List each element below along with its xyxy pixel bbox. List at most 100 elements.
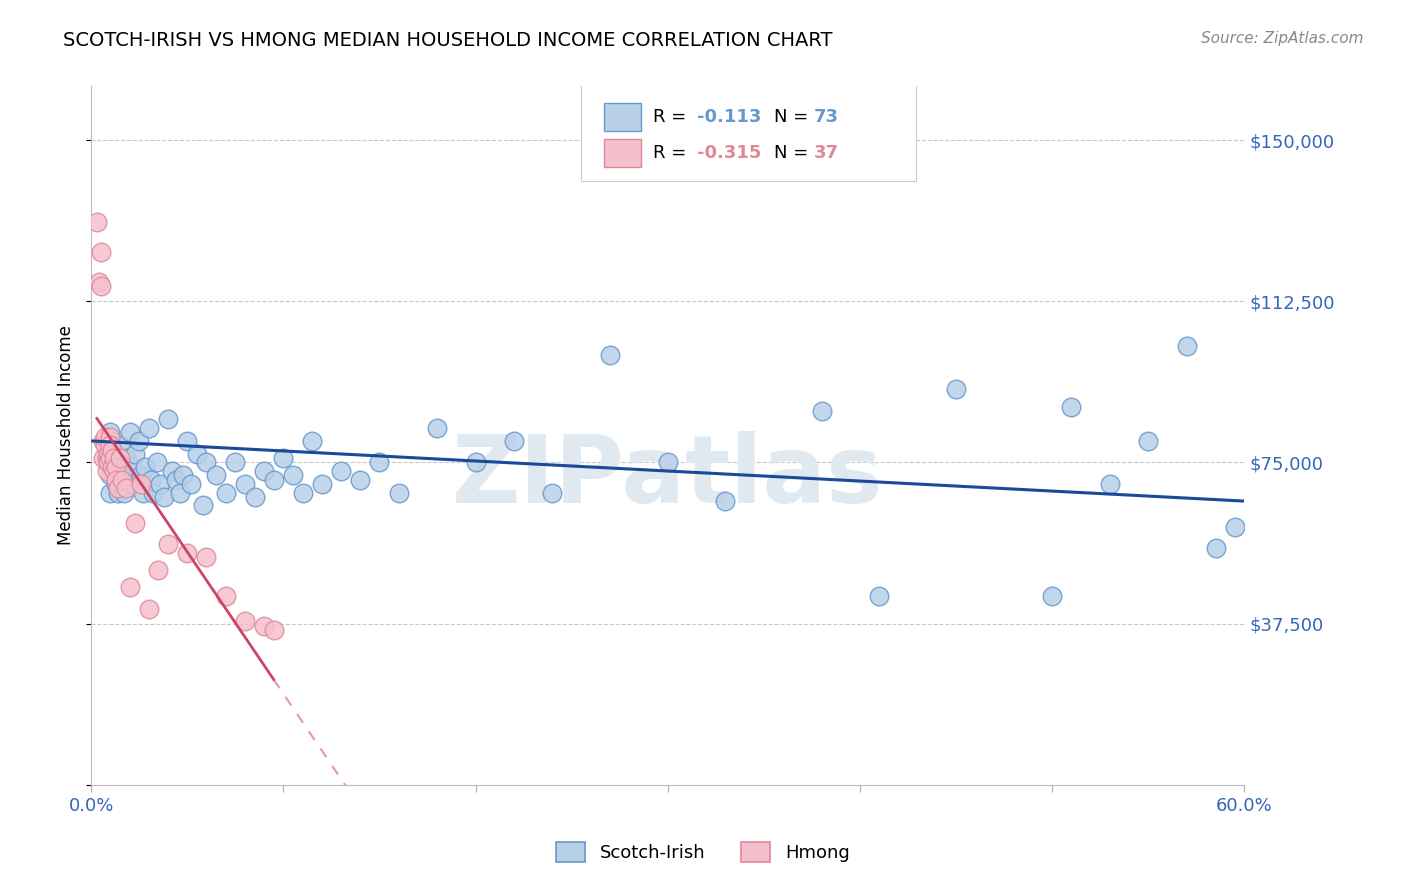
Text: R =: R = (652, 144, 692, 161)
Point (945, 382, 967, 396)
Point (90, 244, 112, 259)
Point (243, 490, 266, 504)
Point (96, 442, 118, 457)
Point (100, 451, 122, 466)
Point (129, 476, 152, 491)
Point (1060, 400, 1083, 414)
Point (368, 455, 391, 469)
Point (112, 485, 135, 500)
Point (107, 481, 129, 495)
Text: SCOTCH-IRISH VS HMONG MEDIAN HOUSEHOLD INCOME CORRELATION CHART: SCOTCH-IRISH VS HMONG MEDIAN HOUSEHOLD I… (63, 31, 832, 50)
Point (291, 485, 314, 500)
Point (1137, 434, 1160, 448)
Point (132, 485, 155, 500)
Point (91, 434, 114, 448)
Point (90, 279, 112, 293)
Point (128, 434, 150, 448)
Point (118, 425, 141, 440)
Point (503, 434, 526, 448)
Point (311, 476, 333, 491)
FancyBboxPatch shape (605, 103, 641, 130)
Text: 37: 37 (814, 144, 839, 161)
Point (169, 485, 191, 500)
Point (100, 485, 122, 500)
Y-axis label: Median Household Income: Median Household Income (58, 326, 75, 546)
Point (105, 476, 128, 491)
Text: -0.113: -0.113 (696, 108, 761, 126)
Point (868, 589, 890, 603)
Point (108, 459, 131, 474)
Point (165, 473, 187, 487)
Point (124, 447, 146, 461)
Point (426, 421, 449, 435)
Point (1040, 589, 1063, 603)
Point (191, 499, 214, 513)
Point (117, 473, 139, 487)
Point (103, 464, 125, 478)
Point (108, 451, 131, 466)
FancyBboxPatch shape (605, 139, 641, 167)
Point (233, 615, 256, 629)
Point (97, 447, 120, 461)
Point (108, 438, 131, 452)
Point (263, 623, 285, 637)
Point (195, 549, 218, 564)
Point (96, 451, 118, 466)
Point (100, 425, 122, 440)
Point (118, 580, 141, 594)
Point (96, 464, 118, 478)
Point (657, 455, 679, 469)
Point (186, 447, 208, 461)
Point (97, 455, 120, 469)
Point (129, 468, 152, 483)
Text: 73: 73 (814, 108, 839, 126)
Point (101, 442, 124, 457)
Text: -0.315: -0.315 (696, 144, 761, 161)
Point (134, 459, 156, 474)
Point (111, 473, 134, 487)
Point (139, 473, 162, 487)
Point (87, 275, 110, 289)
Point (714, 494, 737, 508)
Point (103, 464, 125, 478)
Text: N =: N = (773, 144, 814, 161)
Point (233, 476, 256, 491)
Point (105, 473, 128, 487)
Text: R =: R = (652, 108, 692, 126)
Text: Source: ZipAtlas.com: Source: ZipAtlas.com (1201, 31, 1364, 46)
Point (160, 464, 183, 478)
Point (195, 455, 218, 469)
Point (93, 438, 115, 452)
Point (114, 451, 136, 466)
Point (100, 429, 122, 443)
Point (388, 485, 411, 500)
Point (281, 468, 304, 483)
Text: ZIPatlas: ZIPatlas (453, 432, 883, 524)
Point (121, 459, 143, 474)
Point (103, 451, 125, 466)
Point (157, 412, 180, 426)
Point (91, 451, 114, 466)
Point (205, 468, 228, 483)
Point (86, 215, 108, 229)
Point (101, 434, 124, 448)
Point (153, 490, 176, 504)
Point (149, 476, 172, 491)
Point (263, 473, 285, 487)
Point (105, 459, 128, 474)
Point (301, 434, 323, 448)
Point (124, 516, 146, 530)
Point (107, 485, 129, 500)
Point (176, 546, 198, 560)
Legend: Scotch-Irish, Hmong: Scotch-Irish, Hmong (550, 834, 856, 870)
Point (93, 429, 115, 443)
Point (253, 618, 276, 632)
Point (176, 434, 198, 448)
Point (122, 476, 145, 491)
Point (1175, 339, 1198, 353)
Point (138, 601, 160, 615)
Point (148, 563, 170, 577)
Text: N =: N = (773, 108, 814, 126)
Point (1098, 476, 1121, 491)
Point (97, 455, 120, 469)
